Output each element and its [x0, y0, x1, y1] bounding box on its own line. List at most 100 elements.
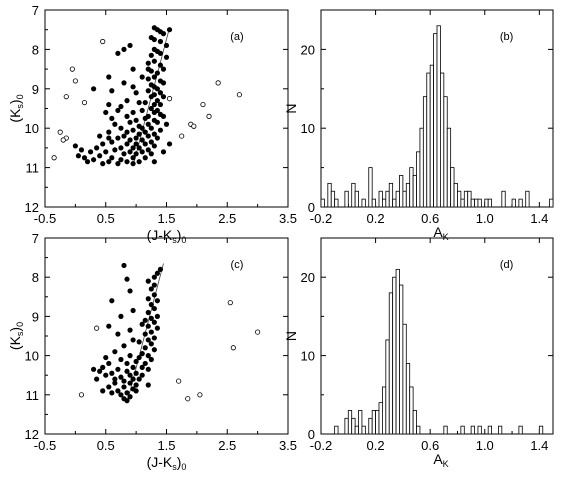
open-point [230, 345, 236, 351]
filled-point [97, 133, 103, 139]
filled-point [109, 139, 115, 145]
filled-point [121, 384, 127, 390]
panel-label: (d) [500, 259, 513, 271]
histogram-bar [361, 198, 366, 208]
filled-point [115, 161, 121, 167]
histogram-bar [371, 410, 376, 435]
filled-point [121, 133, 127, 139]
open-point [176, 378, 182, 384]
filled-point [145, 278, 151, 284]
filled-point [91, 157, 97, 163]
filled-point [139, 107, 145, 114]
filled-point [130, 364, 136, 370]
filled-point [109, 155, 115, 161]
filled-point [100, 364, 106, 370]
filled-point [94, 145, 100, 151]
filled-point [145, 121, 151, 127]
y-axis-label: N [283, 103, 299, 113]
histogram-bar [388, 182, 394, 208]
filled-point [100, 388, 106, 394]
y-tick-label: 20 [301, 270, 315, 285]
filled-point [142, 115, 148, 121]
open-point [69, 66, 75, 72]
filled-point [157, 101, 164, 108]
filled-point [112, 380, 118, 386]
filled-point [103, 149, 109, 155]
filled-point [127, 149, 133, 155]
filled-point [151, 335, 157, 341]
x-tick-label: 0.5 [97, 211, 115, 226]
histogram-bar [501, 190, 506, 208]
filled-point [136, 145, 142, 151]
histogram-bar [409, 386, 414, 435]
filled-point [145, 296, 151, 302]
filled-point [109, 115, 115, 121]
open-point [63, 94, 69, 100]
panel-c: -0.5 0.5 1.5 2.5 3.5 7 8 9 10 11 12 (c) (J-Ks)0 (Ks)0 [7, 231, 297, 472]
histogram-bar [446, 127, 452, 208]
filled-point [130, 127, 136, 133]
filled-point [151, 282, 157, 288]
histogram-bar [327, 182, 332, 208]
filled-point [81, 155, 88, 161]
histogram-bar [457, 190, 462, 208]
y-tick-label: 12 [25, 200, 39, 215]
filled-point [118, 313, 124, 319]
plot-frame [320, 237, 554, 435]
filled-point [127, 353, 133, 359]
histogram-bar [382, 386, 387, 435]
filled-point [151, 109, 157, 116]
y-tick-label: 10 [301, 349, 315, 364]
filled-point [151, 347, 157, 353]
filled-point [109, 370, 115, 376]
histogram-bar [416, 151, 421, 208]
filled-point [139, 351, 145, 357]
filled-point [145, 60, 151, 66]
filled-point [145, 323, 151, 329]
histogram-bar [412, 175, 417, 208]
filled-point [148, 286, 154, 292]
panel-label: (a) [230, 31, 243, 43]
filled-point [106, 101, 112, 108]
filled-point [112, 349, 118, 355]
open-point [100, 38, 106, 45]
filled-point [145, 76, 151, 82]
filled-point [127, 42, 133, 49]
x-axis-label: AK [433, 451, 448, 469]
filled-point [160, 31, 167, 37]
histogram-bar [419, 127, 424, 208]
histogram-bar [395, 190, 400, 208]
histogram-bar [347, 410, 353, 435]
filled-point [151, 274, 157, 280]
histogram-bar [453, 182, 458, 208]
filled-point [160, 149, 167, 155]
histogram-bar [518, 425, 523, 435]
filled-point [121, 80, 127, 86]
filled-point [106, 74, 112, 80]
filled-point [136, 99, 142, 106]
histogram-bar [538, 425, 544, 435]
open-point [206, 113, 212, 119]
filled-point [103, 372, 109, 378]
filled-point [160, 66, 167, 72]
filled-point [97, 153, 103, 159]
histogram-bar [477, 425, 482, 435]
filled-point [145, 66, 151, 72]
filled-point [97, 368, 103, 374]
histogram-bar [354, 425, 359, 435]
filled-point [112, 121, 118, 127]
open-point [166, 96, 173, 102]
histogram-bar [378, 402, 383, 435]
filled-point [133, 135, 139, 141]
x-axis-label: (J-Ks)0 [147, 454, 187, 472]
histogram-bar [463, 190, 469, 208]
histogram-bar [443, 96, 448, 208]
filled-point [133, 370, 139, 376]
y-tick-label: 10 [25, 349, 39, 364]
histogram-bar [477, 198, 482, 208]
filled-point [139, 74, 145, 80]
histogram-bar [549, 198, 554, 208]
filled-point [154, 119, 160, 125]
filled-point [142, 155, 148, 161]
